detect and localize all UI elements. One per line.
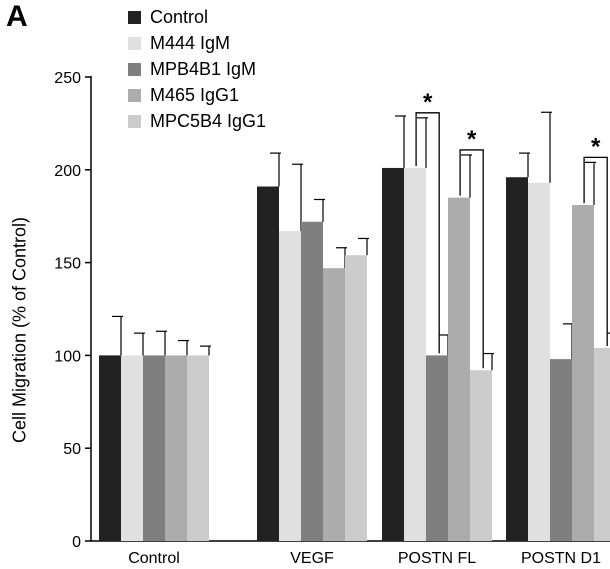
- legend-swatch: [128, 88, 141, 102]
- bar: [404, 167, 426, 541]
- bar: [572, 205, 594, 541]
- legend-label: Control: [150, 6, 209, 27]
- legend-item: M444 IgM: [128, 30, 266, 56]
- bar: [470, 370, 492, 541]
- y-tick-label: 250: [54, 70, 81, 87]
- y-tick-label: 0: [72, 534, 81, 551]
- bar: [345, 255, 367, 541]
- bar: [301, 221, 323, 541]
- bar: [121, 355, 143, 541]
- legend-item: MPC5B4 IgG1: [128, 108, 266, 134]
- significance-marker: *: [467, 126, 477, 153]
- legend-label: M465 IgG1: [150, 84, 240, 105]
- legend-label: MPC5B4 IgG1: [150, 110, 267, 131]
- legend-item: MPB4B1 IgM: [128, 56, 266, 82]
- legend-swatch: [128, 10, 141, 24]
- y-tick-label: 200: [54, 163, 81, 180]
- legend: Control M444 IgM MPB4B1 IgM M465 IgG1 MPC5B4…: [128, 4, 266, 134]
- legend-swatch: [128, 114, 141, 128]
- bar: [382, 167, 404, 541]
- legend-swatch: [128, 62, 141, 76]
- y-tick-label: 100: [54, 348, 81, 365]
- legend-label: MPB4B1 IgM: [150, 58, 257, 79]
- bar: [323, 268, 345, 541]
- legend-item: M465 IgG1: [128, 82, 266, 108]
- x-tick-label: POSTN FL: [398, 550, 476, 567]
- legend-swatch: [128, 36, 141, 50]
- x-tick-label: Control: [128, 550, 180, 567]
- bar: [165, 355, 187, 541]
- panel-label: A: [6, 0, 28, 33]
- significance-bracket: [583, 156, 608, 346]
- significance-marker: *: [591, 133, 601, 160]
- legend-item: Control: [128, 4, 266, 30]
- bar: [448, 197, 470, 541]
- bar: [528, 182, 550, 542]
- bar: [594, 347, 610, 541]
- y-tick-label: 150: [54, 256, 81, 273]
- significance-bracket: [415, 112, 440, 354]
- legend-label: M444 IgM: [150, 32, 231, 53]
- bar: [99, 355, 121, 541]
- bar: [257, 186, 279, 541]
- bar: [550, 359, 572, 541]
- bar: [187, 355, 209, 541]
- bar: [506, 177, 528, 541]
- x-tick-label: POSTN D1: [521, 550, 601, 567]
- y-tick-label: 50: [63, 441, 81, 458]
- significance-bracket: [459, 149, 484, 369]
- bar: [426, 355, 448, 541]
- bar: [279, 231, 301, 541]
- bar: [143, 355, 165, 541]
- significance-marker: *: [423, 89, 433, 116]
- x-tick-label: VEGF: [290, 550, 334, 567]
